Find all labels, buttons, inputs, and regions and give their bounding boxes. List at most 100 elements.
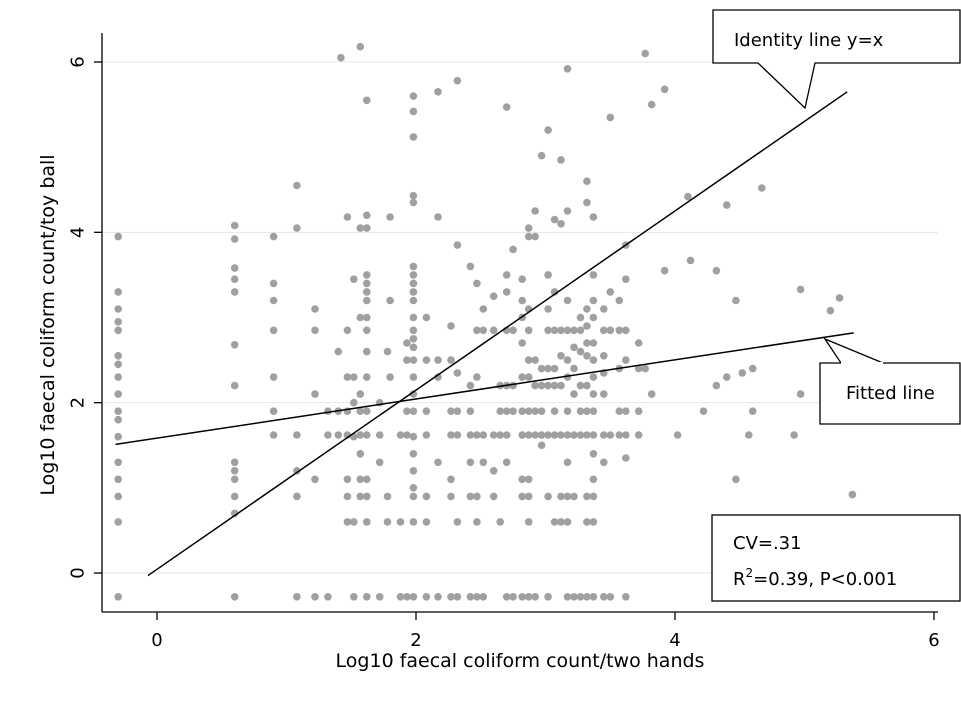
data-point — [583, 322, 591, 330]
data-point — [758, 184, 766, 192]
data-point — [230, 458, 239, 467]
data-point — [712, 381, 721, 390]
data-point — [356, 431, 365, 439]
data-point — [544, 326, 552, 335]
data-point — [453, 369, 462, 377]
data-point — [600, 326, 608, 335]
data-point — [748, 364, 757, 373]
data-point — [524, 431, 533, 439]
data-point — [732, 296, 740, 305]
x-tick-label: 6 — [928, 630, 939, 651]
data-point — [479, 458, 488, 467]
data-point — [563, 326, 572, 335]
data-point — [550, 381, 559, 390]
data-point — [466, 407, 475, 416]
data-point — [518, 296, 526, 305]
data-point — [524, 475, 533, 484]
fitted-line-callout: Fitted line — [819, 337, 961, 425]
data-point — [502, 103, 511, 111]
data-point — [269, 279, 278, 288]
data-point — [502, 593, 511, 601]
data-point — [496, 518, 505, 526]
data-point — [434, 213, 442, 221]
data-point — [622, 454, 630, 462]
data-point — [383, 518, 392, 526]
data-point — [563, 492, 572, 501]
data-point — [375, 593, 384, 601]
data-point — [531, 232, 539, 241]
data-point — [557, 156, 565, 164]
data-point — [466, 593, 475, 601]
data-point — [363, 373, 371, 381]
data-point — [409, 313, 418, 322]
data-point — [447, 322, 455, 330]
data-point — [589, 518, 598, 526]
data-point — [509, 407, 517, 416]
data-point — [434, 356, 442, 364]
data-point — [606, 288, 615, 296]
data-point — [583, 305, 591, 313]
data-point — [114, 432, 122, 441]
data-point — [606, 326, 615, 335]
data-point — [114, 288, 122, 296]
data-point — [453, 518, 462, 526]
data-point — [524, 373, 533, 381]
data-point — [583, 431, 591, 439]
data-point — [576, 407, 585, 416]
data-point — [641, 364, 649, 373]
data-point — [518, 475, 526, 484]
data-point — [293, 431, 301, 439]
data-point — [634, 364, 643, 373]
data-point — [557, 518, 565, 526]
data-point — [557, 431, 565, 439]
data-point — [550, 326, 559, 335]
data-point — [409, 107, 418, 116]
data-point — [473, 593, 481, 601]
data-point — [589, 407, 598, 416]
data-point — [473, 326, 481, 335]
data-point — [422, 518, 431, 526]
data-point — [311, 593, 319, 601]
data-point — [350, 593, 358, 601]
data-point — [356, 475, 365, 484]
data-point — [550, 215, 559, 224]
data-point — [622, 593, 630, 601]
data-point — [537, 151, 546, 160]
data-point — [409, 432, 418, 441]
data-point — [409, 191, 418, 200]
data-point — [641, 49, 649, 58]
data-point — [576, 593, 585, 601]
data-point — [383, 347, 392, 356]
data-point — [615, 407, 624, 416]
data-point — [363, 211, 371, 220]
data-point — [324, 593, 332, 601]
data-point — [557, 326, 565, 335]
data-point — [386, 373, 394, 381]
data-point — [363, 96, 371, 105]
data-point — [589, 475, 598, 484]
data-point — [350, 518, 358, 526]
data-point — [570, 343, 578, 352]
data-point — [489, 326, 498, 335]
identity-line — [147, 91, 848, 577]
data-point — [544, 492, 552, 501]
data-point — [403, 407, 411, 416]
data-point — [479, 593, 488, 601]
data-point — [606, 593, 615, 601]
data-point — [600, 458, 608, 467]
data-point — [375, 458, 384, 467]
trend-lines — [115, 91, 854, 577]
data-point — [293, 593, 301, 601]
data-point — [409, 373, 418, 381]
data-point — [524, 326, 533, 335]
data-point — [350, 275, 358, 284]
data-point — [479, 305, 488, 313]
data-point — [583, 339, 591, 347]
data-point — [660, 266, 669, 275]
data-point — [524, 407, 533, 416]
data-point — [531, 593, 539, 601]
data-point — [363, 288, 371, 296]
data-point — [230, 381, 239, 390]
data-point — [600, 593, 608, 601]
